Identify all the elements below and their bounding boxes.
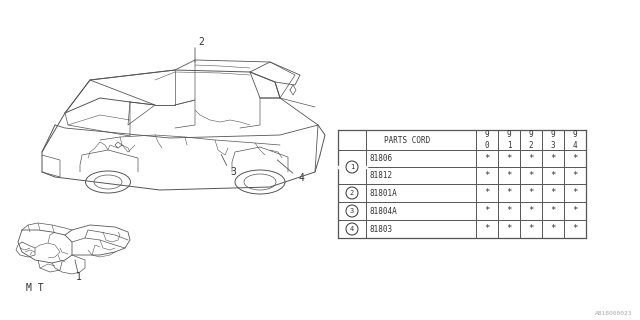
Text: *: * <box>550 206 556 215</box>
Text: 81804A: 81804A <box>369 206 397 215</box>
Text: 9
2: 9 2 <box>529 130 533 150</box>
Text: *: * <box>506 225 512 234</box>
Text: PARTS CORD: PARTS CORD <box>384 135 430 145</box>
Text: 4: 4 <box>298 173 304 183</box>
Text: *: * <box>528 171 534 180</box>
Text: *: * <box>528 225 534 234</box>
Text: 9
3: 9 3 <box>550 130 556 150</box>
Text: 9
1: 9 1 <box>507 130 511 150</box>
Text: M T: M T <box>26 283 44 293</box>
Text: *: * <box>550 171 556 180</box>
Text: *: * <box>528 154 534 163</box>
Text: 2: 2 <box>350 190 354 196</box>
Text: *: * <box>484 188 490 197</box>
Text: 9
0: 9 0 <box>484 130 490 150</box>
Text: 81812: 81812 <box>369 171 392 180</box>
Text: 4: 4 <box>350 226 354 232</box>
Text: *: * <box>484 171 490 180</box>
Text: *: * <box>484 225 490 234</box>
Text: *: * <box>506 188 512 197</box>
Text: *: * <box>572 225 578 234</box>
Text: 1: 1 <box>76 272 82 282</box>
Text: 81806: 81806 <box>369 154 392 163</box>
Text: *: * <box>572 206 578 215</box>
Text: 81801A: 81801A <box>369 188 397 197</box>
Text: *: * <box>528 206 534 215</box>
Text: *: * <box>528 188 534 197</box>
Text: A818000023: A818000023 <box>595 311 632 316</box>
Text: *: * <box>572 188 578 197</box>
Text: *: * <box>506 154 512 163</box>
Text: *: * <box>506 171 512 180</box>
Text: *: * <box>506 206 512 215</box>
Text: 1: 1 <box>350 164 354 170</box>
Text: 81803: 81803 <box>369 225 392 234</box>
Text: *: * <box>550 188 556 197</box>
Text: *: * <box>550 225 556 234</box>
Text: *: * <box>572 154 578 163</box>
Text: 3: 3 <box>230 167 236 177</box>
Text: 2: 2 <box>198 37 204 47</box>
Text: *: * <box>484 206 490 215</box>
Text: *: * <box>550 154 556 163</box>
Text: *: * <box>572 171 578 180</box>
Text: *: * <box>484 154 490 163</box>
Text: 9
4: 9 4 <box>573 130 577 150</box>
Text: 3: 3 <box>350 208 354 214</box>
